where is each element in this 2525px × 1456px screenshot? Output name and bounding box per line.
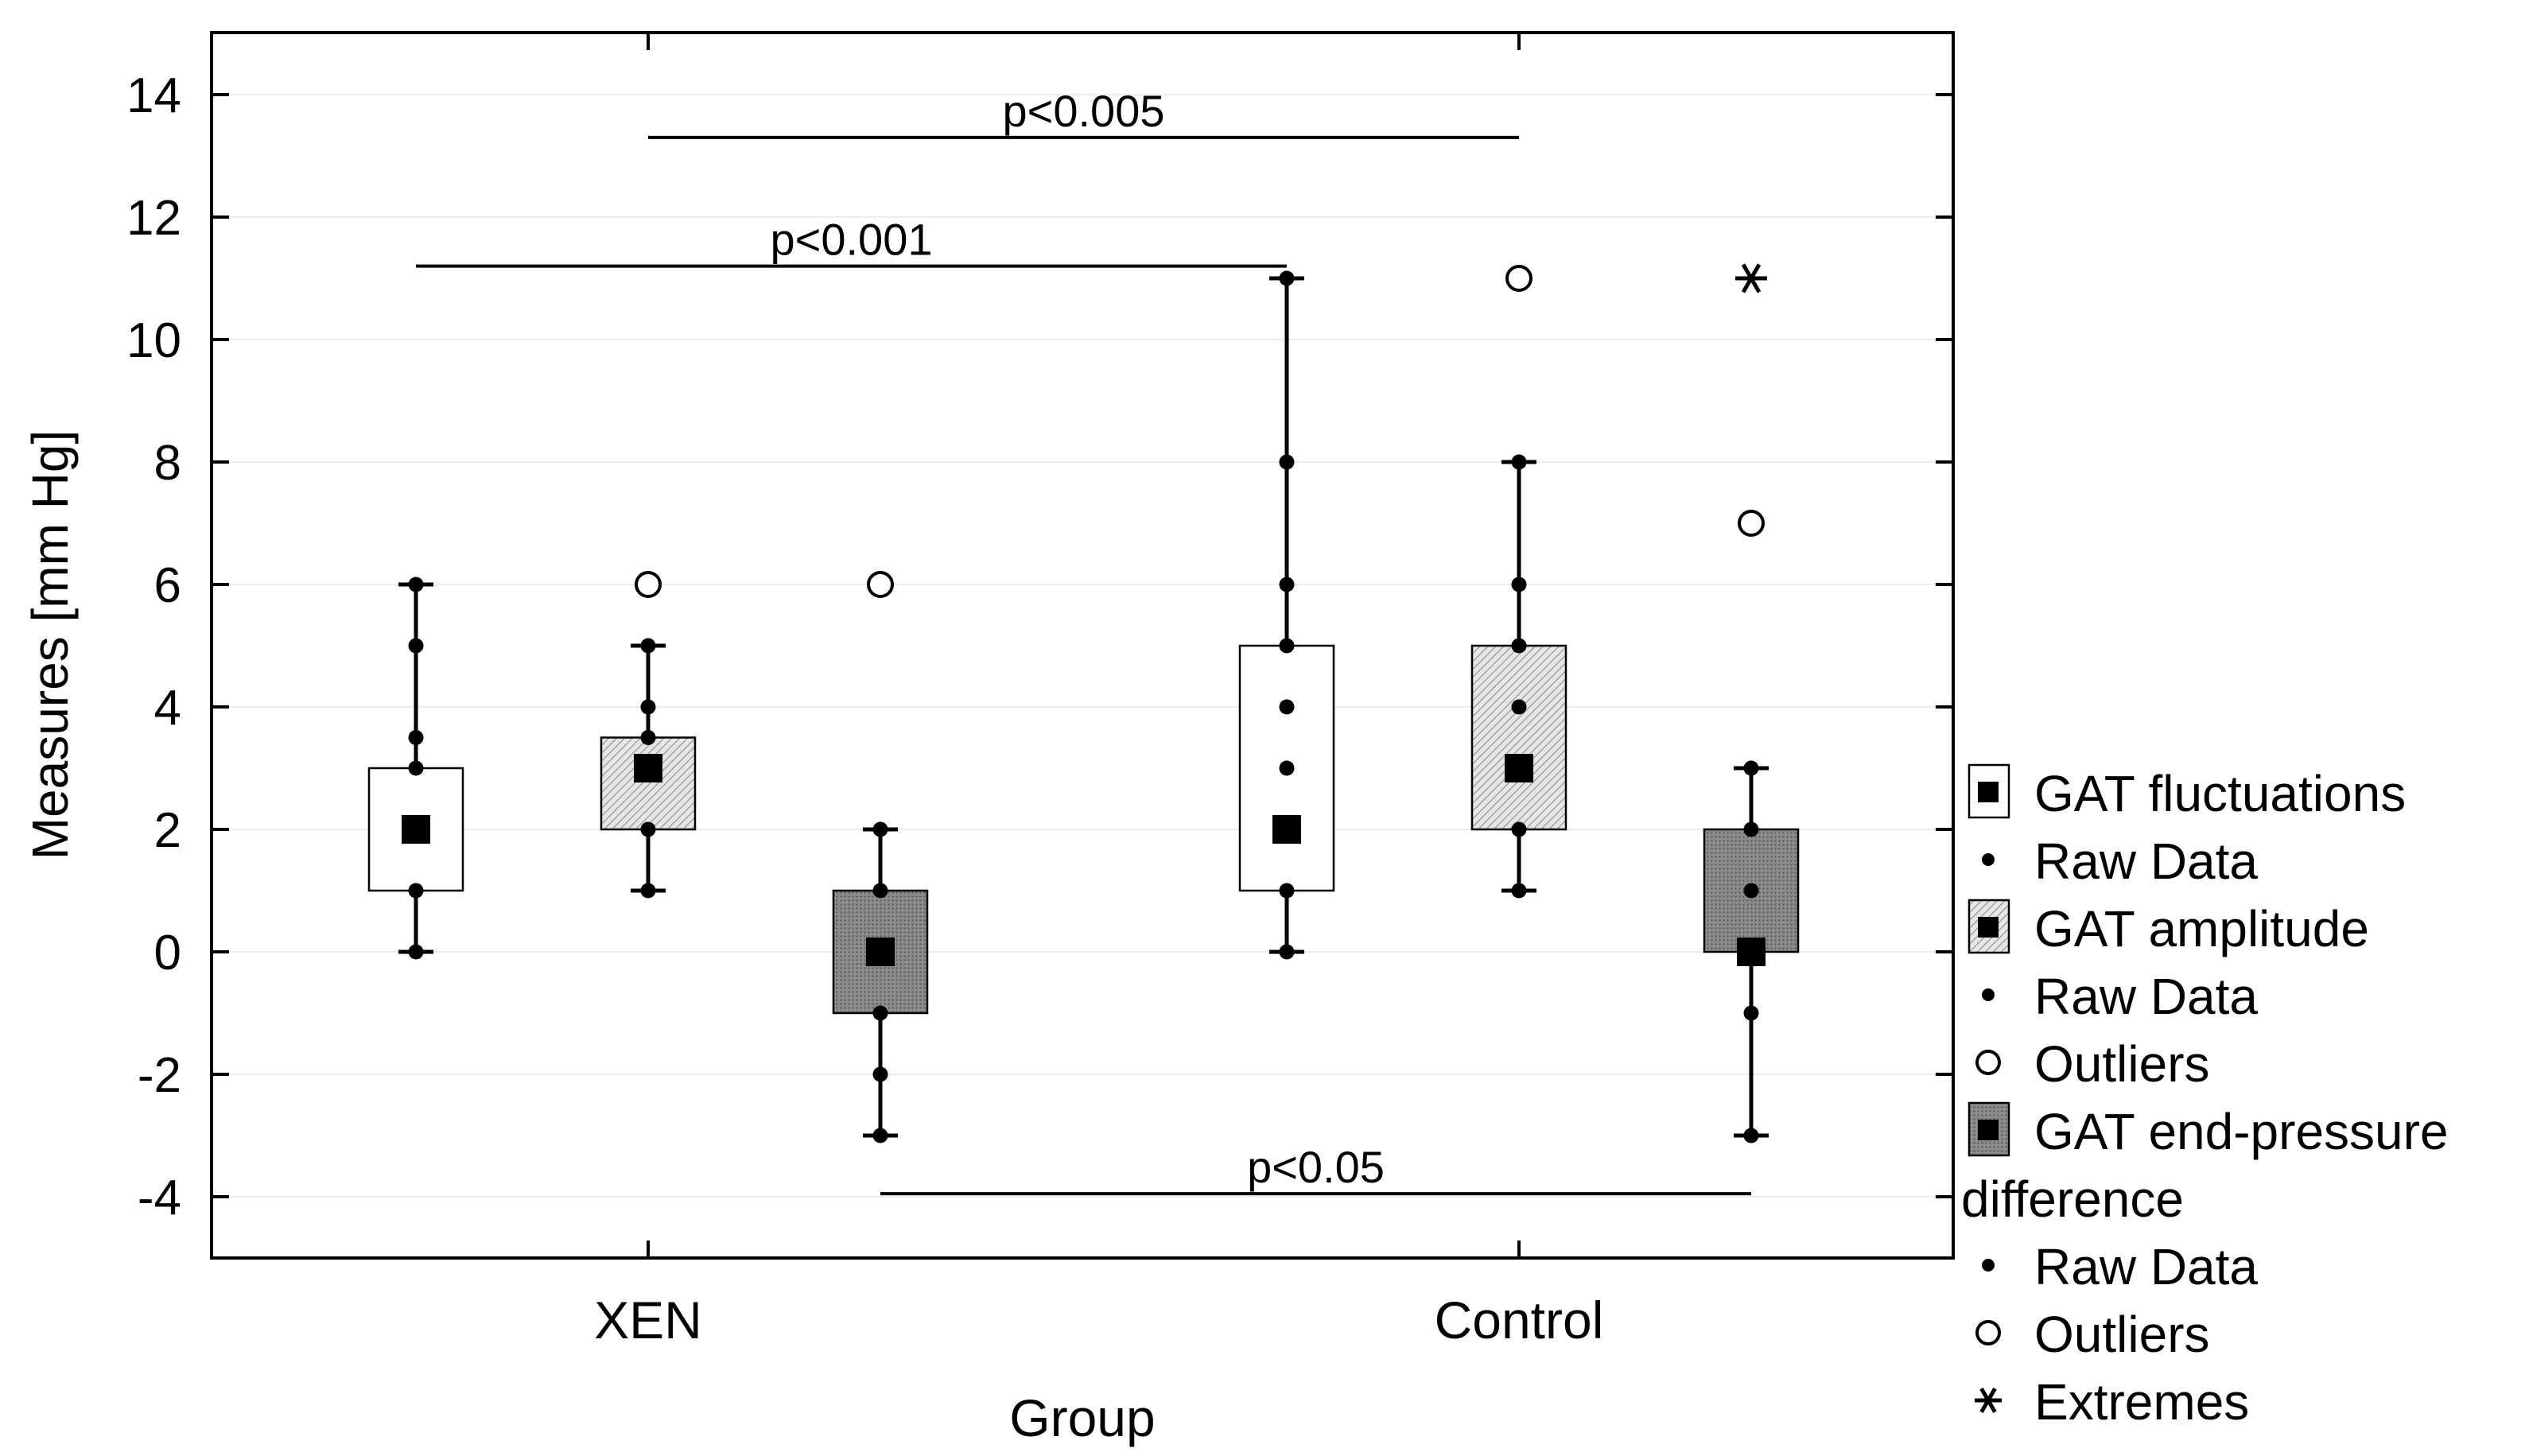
raw-data-point [872, 1128, 888, 1143]
raw-data-point [872, 883, 888, 899]
median-marker [1272, 815, 1301, 844]
y-tick-label: 6 [154, 558, 181, 613]
plot-frame [210, 31, 1955, 1260]
legend-extreme-star [1975, 1388, 2002, 1413]
legend-label: Raw Data [2034, 1238, 2258, 1295]
raw-data-point [872, 1005, 888, 1021]
raw-data-point [1279, 699, 1295, 715]
axes: 14 12 10 8 6 4 2 0 -2 -4 XEN Control [126, 33, 1953, 1349]
gridlines [212, 94, 1953, 1198]
legend: GAT fluctuations Raw Data GAT amplitude Raw… [1961, 763, 2449, 1431]
raw-data-point [640, 638, 656, 654]
raw-data-point [1511, 454, 1527, 470]
legend-outlier-circle [1975, 1320, 2001, 1345]
raw-data-point [1511, 883, 1527, 899]
raw-data-point [1511, 638, 1527, 654]
box-iqr [1238, 644, 1335, 892]
y-tick-label: 8 [154, 436, 181, 491]
legend-outlier-circle [1975, 1050, 2001, 1075]
y-tick-label: -4 [138, 1171, 181, 1225]
raw-data-point [408, 883, 424, 899]
raw-data-point [1743, 821, 1759, 837]
outlier-point [1505, 265, 1532, 292]
y-tick-label: 2 [154, 803, 181, 858]
legend-raw-dot [1982, 988, 1995, 1001]
x-tick-label: Control [1435, 1291, 1604, 1349]
legend-raw-dot [1982, 1259, 1995, 1272]
median-marker [1505, 754, 1533, 782]
raw-data-point [1279, 454, 1295, 470]
raw-data-point [408, 577, 424, 592]
raw-data-point [1743, 1005, 1759, 1021]
outlier-point [635, 571, 662, 598]
legend-raw-dot [1982, 853, 1995, 866]
raw-data-point [1743, 760, 1759, 776]
legend-label: GAT amplitude [2034, 900, 2369, 957]
median-marker [866, 938, 895, 966]
legend-median-swatch [1978, 1120, 1999, 1140]
raw-data-point [640, 883, 656, 899]
extreme-star-stroke [1741, 263, 1762, 293]
y-tick-label: 14 [126, 68, 181, 123]
significance-label: p<0.005 [1003, 86, 1165, 136]
raw-data-point [872, 821, 888, 837]
significance-label: p<0.05 [1247, 1142, 1385, 1192]
raw-data-point [872, 1066, 888, 1082]
raw-data-point [1279, 270, 1295, 286]
legend-label: Extremes [2034, 1373, 2249, 1431]
x-tick-label: XEN [594, 1291, 702, 1349]
y-axis-title: Measures [mm Hg] [21, 430, 79, 860]
legend-label: Raw Data [2034, 968, 2258, 1025]
legend-label: difference [1961, 1171, 2184, 1228]
y-tick-label: 0 [154, 926, 181, 980]
raw-data-point [1279, 638, 1295, 654]
raw-data-point [1511, 821, 1527, 837]
raw-data-point [408, 760, 424, 776]
data-layer [367, 263, 1800, 1143]
box-iqr [600, 736, 697, 831]
raw-data-point [1279, 760, 1295, 776]
x-axis-title: Group [1009, 1388, 1155, 1447]
raw-data-point [640, 821, 656, 837]
box-iqr [1470, 644, 1567, 831]
raw-data-point [640, 730, 656, 745]
outlier-point [1738, 510, 1765, 537]
raw-data-point [408, 638, 424, 654]
median-marker [1737, 938, 1766, 966]
raw-data-point [1743, 883, 1759, 899]
legend-median-swatch [1978, 782, 1999, 802]
median-marker [634, 754, 662, 782]
raw-data-point [408, 944, 424, 960]
y-tick-label: 4 [154, 681, 181, 736]
extreme-point [1735, 263, 1767, 293]
legend-median-swatch [1978, 917, 1999, 938]
legend-label: GAT fluctuations [2034, 765, 2406, 822]
legend-label: Raw Data [2034, 833, 2258, 890]
legend-star-stroke [1979, 1388, 1997, 1413]
legend-label: GAT end-pressure [2034, 1103, 2449, 1160]
legend-box-swatch [1968, 899, 2010, 954]
y-tick-label: 12 [126, 191, 181, 246]
outlier-point [867, 571, 894, 598]
raw-data-point [640, 699, 656, 715]
raw-data-point [1511, 699, 1527, 715]
significance-annotations: p<0.005 p<0.001 p<0.05 [416, 86, 1751, 1196]
raw-data-point [1511, 577, 1527, 592]
raw-data-point [1279, 883, 1295, 899]
legend-label: Outliers [2034, 1306, 2210, 1363]
significance-label: p<0.001 [771, 215, 933, 265]
raw-data-point [1743, 1128, 1759, 1143]
raw-data-point [1279, 944, 1295, 960]
median-marker [402, 815, 430, 844]
raw-data-point [408, 730, 424, 745]
y-tick-label: 10 [126, 313, 181, 368]
legend-label: Outliers [2034, 1035, 2210, 1093]
raw-data-point [1279, 577, 1295, 592]
y-tick-label: -2 [138, 1048, 181, 1103]
